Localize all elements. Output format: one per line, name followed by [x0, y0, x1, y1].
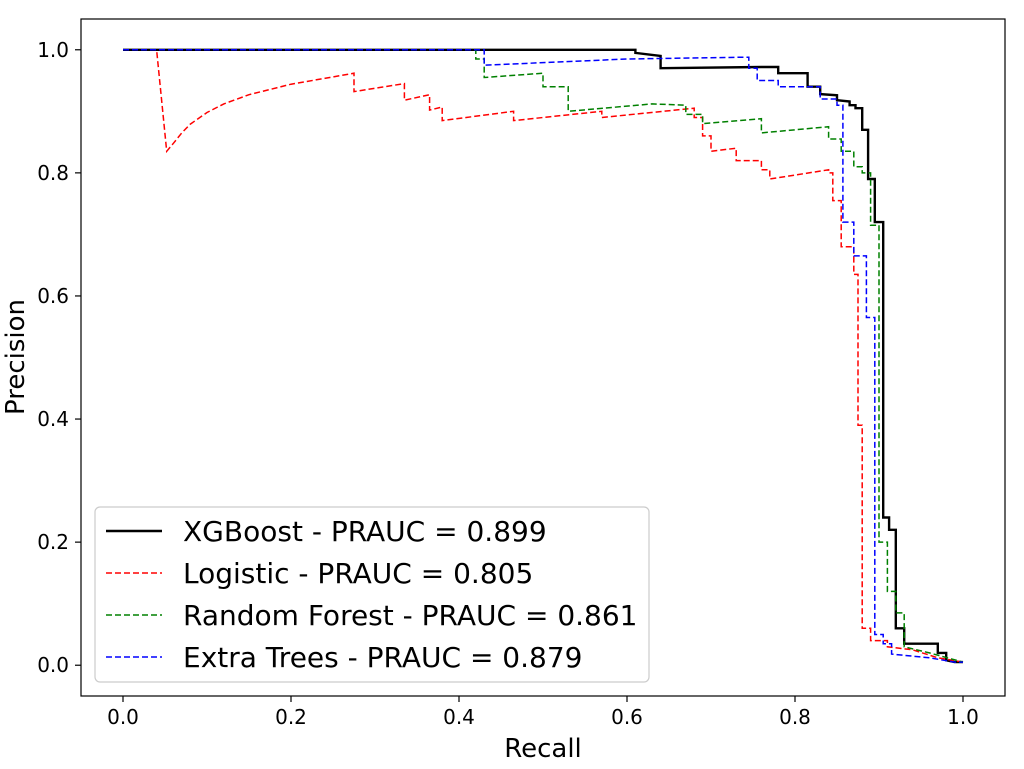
y-axis: 0.0 0.2 0.4 0.6 0.8 1.0: [37, 38, 81, 677]
x-tick-label: 0.8: [779, 705, 811, 729]
legend: XGBoost - PRAUC = 0.899 Logistic - PRAUC …: [94, 506, 650, 683]
x-axis: 0.0 0.2 0.4 0.6 0.8 1.0: [107, 696, 979, 729]
x-axis-label: Recall: [504, 734, 582, 764]
y-tick-label: 0.0: [37, 653, 69, 677]
x-tick-label: 0.2: [275, 705, 307, 729]
y-tick-label: 0.4: [37, 407, 69, 431]
y-tick-label: 0.2: [37, 530, 69, 554]
y-tick-label: 0.8: [37, 161, 69, 185]
x-tick-label: 0.0: [107, 705, 139, 729]
series-line-logistic: [123, 49, 964, 663]
x-tick-label: 0.6: [611, 705, 643, 729]
plot-frame: [80, 18, 1006, 697]
legend-label: Random Forest - PRAUC = 0.861: [183, 599, 637, 632]
legend-label: Extra Trees - PRAUC = 0.879: [183, 641, 582, 674]
legend-label: XGBoost - PRAUC = 0.899: [183, 515, 547, 548]
series-line-random-forest: [123, 49, 964, 663]
y-tick-label: 1.0: [37, 38, 69, 62]
x-tick-label: 0.4: [443, 705, 475, 729]
y-axis-label: Precision: [1, 299, 31, 415]
x-tick-label: 1.0: [947, 705, 979, 729]
series-line-extra-trees: [123, 49, 963, 663]
y-tick-label: 0.6: [37, 284, 69, 308]
legend-label: Logistic - PRAUC = 0.805: [183, 557, 533, 590]
legend-box: [94, 506, 650, 683]
series-layer: [123, 48, 964, 664]
